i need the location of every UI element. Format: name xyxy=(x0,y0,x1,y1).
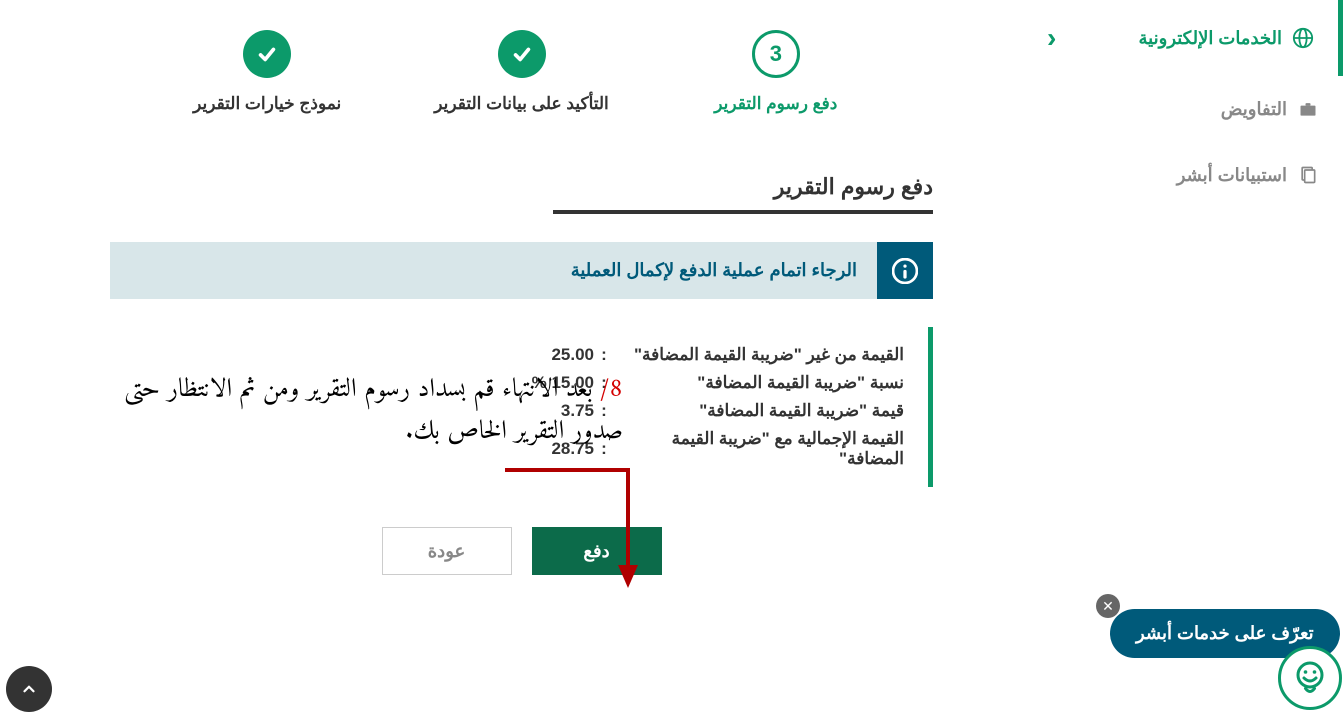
sidebar-item-label: استبيانات أبشر xyxy=(1177,165,1287,186)
info-alert: الرجاء اتمام عملية الدفع لإكمال العملية xyxy=(110,242,933,299)
copy-icon xyxy=(1297,164,1319,186)
stepper: نموذج خيارات التقرير التأكيد على بيانات … xyxy=(140,20,903,114)
globe-icon xyxy=(1292,27,1314,49)
annotation-text: 8/ بعد الانتهاء قم بسداد رسوم التقرير وم… xyxy=(103,370,623,453)
chevron-left-icon: ‹ xyxy=(1047,22,1056,54)
action-bar: دفع عودة xyxy=(110,527,933,575)
annotation-body: بعد الانتهاء قم بسداد رسوم التقرير ومن ث… xyxy=(124,368,623,455)
section-title-wrap: دفع رسوم التقرير xyxy=(110,174,933,214)
step-label: دفع رسوم التقرير xyxy=(714,94,837,114)
info-icon xyxy=(877,242,933,299)
annotation-number: 8/ xyxy=(600,368,623,413)
step-1: نموذج خيارات التقرير xyxy=(140,30,394,114)
step-number: 3 xyxy=(752,30,800,78)
pay-button[interactable]: دفع xyxy=(532,527,662,575)
step-2: التأكيد على بيانات التقرير xyxy=(394,30,648,114)
sidebar-item-label: الخدمات الإلكترونية xyxy=(1139,28,1282,49)
detail-label: القيمة من غير "ضريبة القيمة المضافة" xyxy=(614,345,904,365)
help-close-button[interactable]: ✕ xyxy=(1096,594,1120,618)
help-pill-label: تعرّف على خدمات أبشر xyxy=(1136,623,1314,644)
step-3: 3 دفع رسوم التقرير xyxy=(649,30,903,114)
sidebar-item-delegations[interactable]: التفاويض xyxy=(1023,76,1343,142)
scroll-top-button[interactable] xyxy=(6,666,52,712)
check-icon xyxy=(243,30,291,78)
briefcase-icon xyxy=(1297,98,1319,120)
smile-icon xyxy=(1292,660,1328,696)
chat-fab-button[interactable] xyxy=(1278,646,1342,710)
step-label: التأكيد على بيانات التقرير xyxy=(434,94,609,114)
detail-value: 25.00 xyxy=(551,345,594,365)
main-content: نموذج خيارات التقرير التأكيد على بيانات … xyxy=(0,0,1023,718)
step-label: نموذج خيارات التقرير xyxy=(193,94,341,114)
section-title: دفع رسوم التقرير xyxy=(553,174,933,214)
back-button[interactable]: عودة xyxy=(382,527,512,575)
check-icon xyxy=(498,30,546,78)
chevron-up-icon xyxy=(20,680,38,698)
detail-row: القيمة من غير "ضريبة القيمة المضافة" : 2… xyxy=(134,341,904,369)
alert-text: الرجاء اتمام عملية الدفع لإكمال العملية xyxy=(110,242,877,299)
detail-label: نسبة "ضريبة القيمة المضافة" xyxy=(614,373,904,393)
detail-sep: : xyxy=(594,345,614,365)
sidebar-item-surveys[interactable]: استبيانات أبشر xyxy=(1023,142,1343,208)
sidebar-item-eservices[interactable]: الخدمات الإلكترونية ‹ xyxy=(1023,0,1343,76)
detail-label: قيمة "ضريبة القيمة المضافة" xyxy=(614,401,904,421)
detail-label: القيمة الإجمالية مع "ضريبة القيمة المضاف… xyxy=(614,429,904,469)
sidebar-item-label: التفاويض xyxy=(1221,99,1287,120)
